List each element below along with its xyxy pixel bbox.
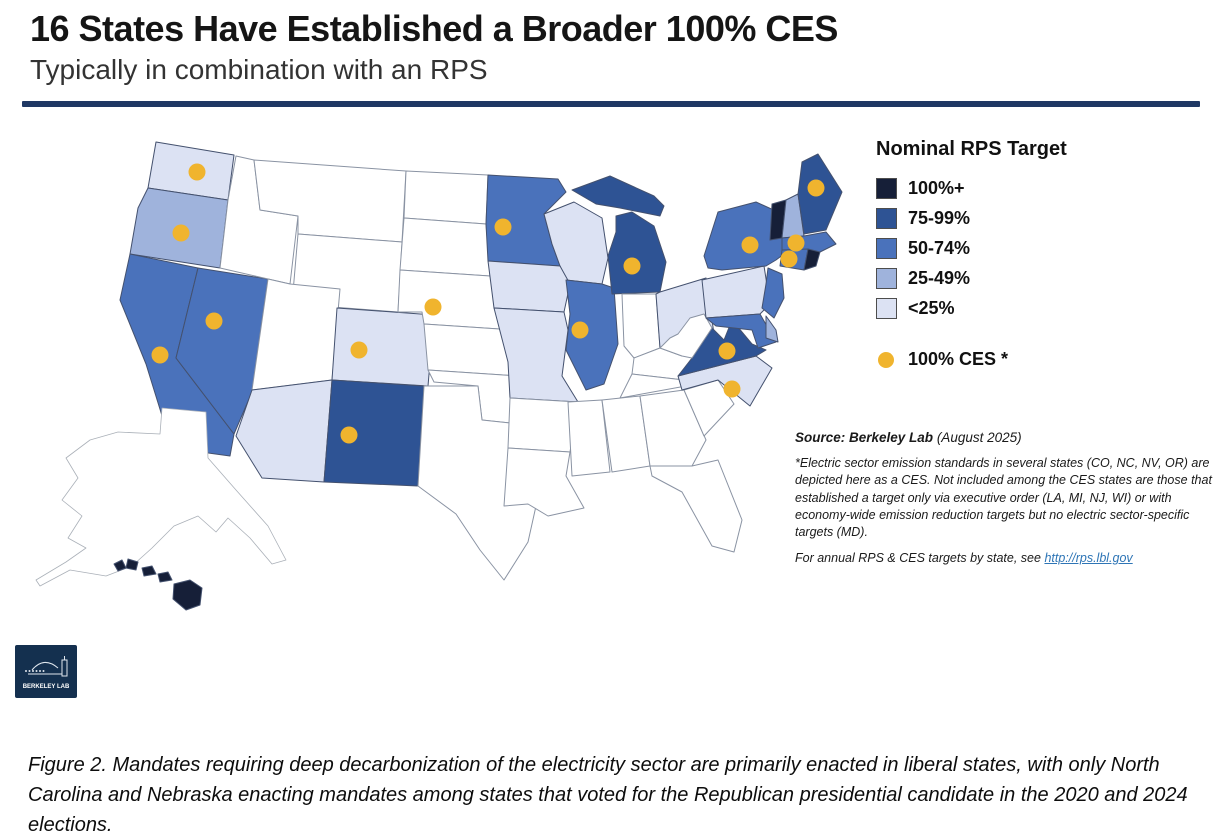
ces-marker-or <box>172 224 190 242</box>
state-fl <box>649 459 743 553</box>
source-footnote: *Electric sector emission standards in s… <box>795 456 1212 539</box>
state-la <box>503 447 585 517</box>
legend-item-4: <25% <box>876 293 1206 323</box>
state-nd <box>403 170 489 225</box>
legend-label-0: 100%+ <box>908 177 965 198</box>
legend-item-1: 75-99% <box>876 203 1206 233</box>
legend-swatch-0 <box>876 177 897 199</box>
figure-title: 16 States Have Established a Broader 100… <box>30 8 838 49</box>
figure-caption: Figure 2. Mandates requiring deep decarb… <box>28 754 1188 836</box>
legend-title: Nominal RPS Target <box>876 138 1067 160</box>
ces-dot-icon <box>878 351 894 368</box>
state-hi <box>141 565 157 577</box>
state-mo <box>493 307 579 403</box>
source-block: Source: Berkeley Lab (August 2025) *Elec… <box>795 430 1219 565</box>
berkeley-lab-logo-text: BERKELEY LAB <box>23 684 70 690</box>
ces-marker-va <box>718 342 736 360</box>
berkeley-lab-logo-art: BERKELEY LAB <box>23 656 70 690</box>
us-map-svg <box>35 141 843 611</box>
ces-marker-ca <box>151 346 169 364</box>
ces-marker-nc <box>723 380 741 398</box>
ces-marker-nm <box>340 426 358 444</box>
legend-swatch-2 <box>876 237 897 259</box>
legend-swatch-4 <box>876 297 897 319</box>
state-ut <box>251 278 341 391</box>
state-in <box>621 293 661 359</box>
legend-ces-label: 100% CES * <box>908 349 1009 369</box>
source-label: Source: Berkeley Lab <box>795 430 934 445</box>
legend-label-1: 75-99% <box>908 207 971 228</box>
legend-item-2: 50-74% <box>876 233 1206 263</box>
figure-subtitle: Typically in combination with an RPS <box>30 54 488 85</box>
state-az <box>235 379 333 483</box>
ces-marker-ny <box>741 236 759 254</box>
ces-marker-mi <box>623 257 641 275</box>
legend-ces-row: 100% CES * <box>876 349 1206 370</box>
source-link-prefix: For annual RPS & CES targets by state, s… <box>795 551 1045 566</box>
state-ar <box>507 397 579 453</box>
state-ia <box>487 260 571 313</box>
legend-label-2: 50-74% <box>908 237 971 258</box>
source-line: Source: Berkeley Lab (August 2025) <box>795 430 1219 445</box>
state-ms <box>567 399 611 477</box>
ces-marker-ct <box>780 250 798 268</box>
state-nj <box>761 267 785 319</box>
ces-marker-me <box>807 179 825 197</box>
source-link-line: For annual RPS & CES targets by state, s… <box>795 551 1219 565</box>
ces-marker-ma <box>787 234 805 252</box>
state-sd <box>399 217 491 277</box>
legend-label-4: <25% <box>908 297 955 318</box>
rps-lbl-gov-link[interactable]: http://rps.lbl.gov <box>1044 551 1133 566</box>
ces-marker-mn <box>494 218 512 236</box>
state-mi <box>607 211 667 295</box>
state-ak <box>35 407 287 587</box>
state-nv <box>175 267 269 435</box>
state-md <box>705 313 777 349</box>
ces-marker-il <box>571 321 589 339</box>
berkeley-lab-logo: BERKELEY LAB <box>15 645 77 698</box>
legend-items: 100%+ 75-99% 50-74% 25-49% <25% <box>876 173 1206 323</box>
source-date: (August 2025) <box>933 430 1022 445</box>
ces-marker-ne <box>424 298 442 316</box>
state-ri <box>803 248 821 271</box>
legend-swatch-3 <box>876 267 897 289</box>
state-pa <box>701 265 771 319</box>
state-ga <box>639 389 707 467</box>
state-hi <box>172 579 203 611</box>
ces-marker-co <box>350 341 368 359</box>
legend-item-0: 100%+ <box>876 173 1206 203</box>
ces-marker-nv <box>205 312 223 330</box>
state-de <box>765 315 779 343</box>
us-choropleth-map <box>10 118 870 653</box>
state-mi <box>571 175 665 217</box>
state-hi <box>157 571 173 583</box>
state-nm <box>323 379 425 487</box>
state-hi <box>125 558 139 571</box>
legend-swatch-1 <box>876 207 897 229</box>
legend-label-3: 25-49% <box>908 267 971 288</box>
title-divider-rule <box>22 101 1200 107</box>
state-il <box>565 279 619 391</box>
state-co <box>331 307 435 387</box>
map-legend: Nominal RPS Target 100%+ 75-99% 50-74% 25-4… <box>876 138 1206 370</box>
state-wv <box>659 313 713 359</box>
legend-item-3: 25-49% <box>876 263 1206 293</box>
ces-marker-wa <box>188 163 206 181</box>
